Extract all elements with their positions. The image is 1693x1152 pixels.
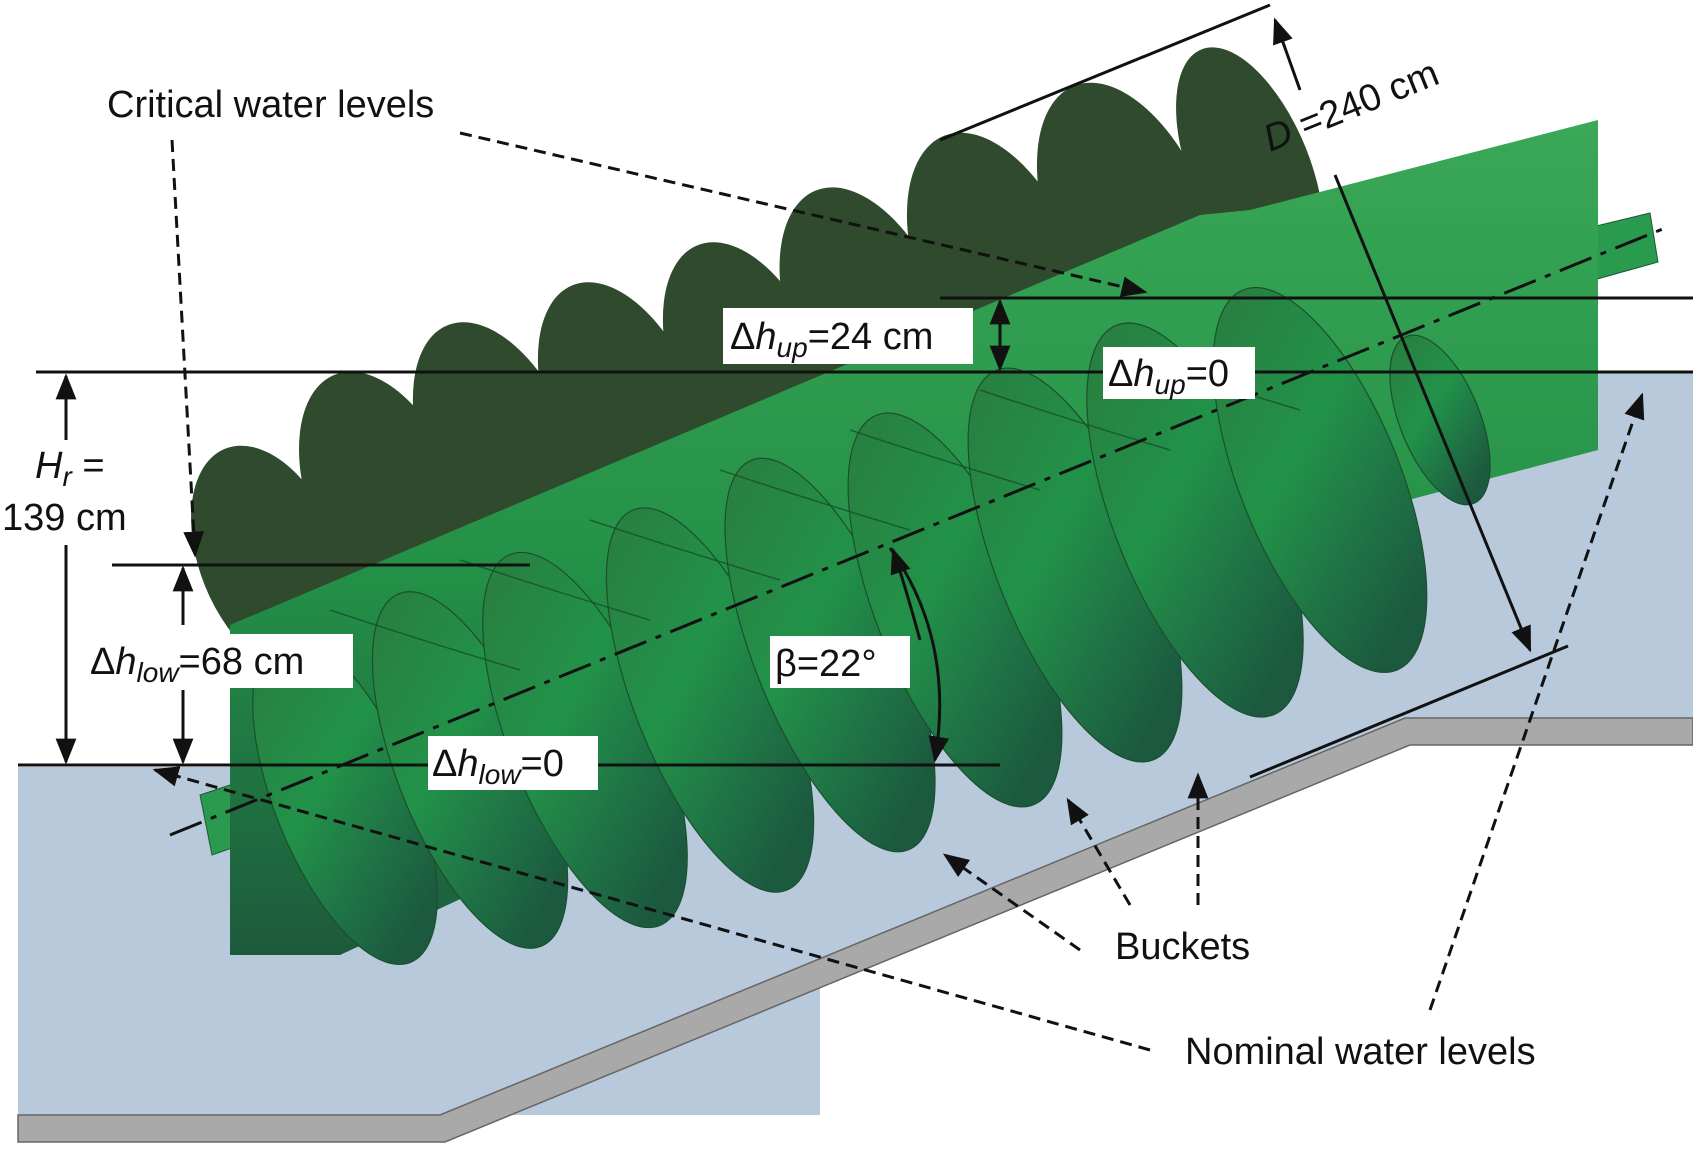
- beta-box: [770, 636, 910, 688]
- dh-up-24-box: [723, 308, 973, 364]
- dh-up-24-label: Δhup=24 cm: [730, 316, 933, 363]
- diameter-label: D =240 cm: [1258, 52, 1445, 160]
- shaft-axis-line: [169, 226, 1666, 837]
- diameter-top-line: [939, 3, 1271, 142]
- dh-up-0-box: [1103, 347, 1255, 399]
- dh-low-0-box: [428, 736, 598, 790]
- critical-water-levels-label: Critical water levels: [107, 84, 434, 126]
- beta-label: β=22°: [775, 643, 877, 685]
- diameter-dimension-line: [1333, 174, 1532, 653]
- diameter-arrow-up: [1273, 17, 1302, 91]
- nominal-water-levels-label: Nominal water levels: [1185, 1031, 1536, 1073]
- trough-floor: [17, 717, 1693, 1143]
- diameter-bottom-line: [1249, 644, 1569, 779]
- dh-low-0-label: Δhlow=0: [432, 743, 564, 790]
- nominal-leader-lower: [152, 766, 1151, 1052]
- hr-label-line1: Hr =: [35, 445, 105, 492]
- critical-leader-lower: [170, 139, 205, 558]
- dh-up-0-label: Δhup=0: [1108, 353, 1229, 400]
- buckets-label: Buckets: [1115, 926, 1250, 968]
- dh-low-68-box: [85, 634, 353, 688]
- hr-label-line2: 139 cm: [2, 497, 127, 539]
- buckets-leader-2: [1066, 797, 1132, 906]
- critical-leader-upper: [459, 131, 1148, 297]
- dh-low-68-label: Δhlow=68 cm: [90, 641, 304, 688]
- buckets-leader-1: [942, 853, 1081, 952]
- nominal-leader-upper: [1428, 392, 1645, 1011]
- beta-angle-arc-start: [890, 547, 922, 641]
